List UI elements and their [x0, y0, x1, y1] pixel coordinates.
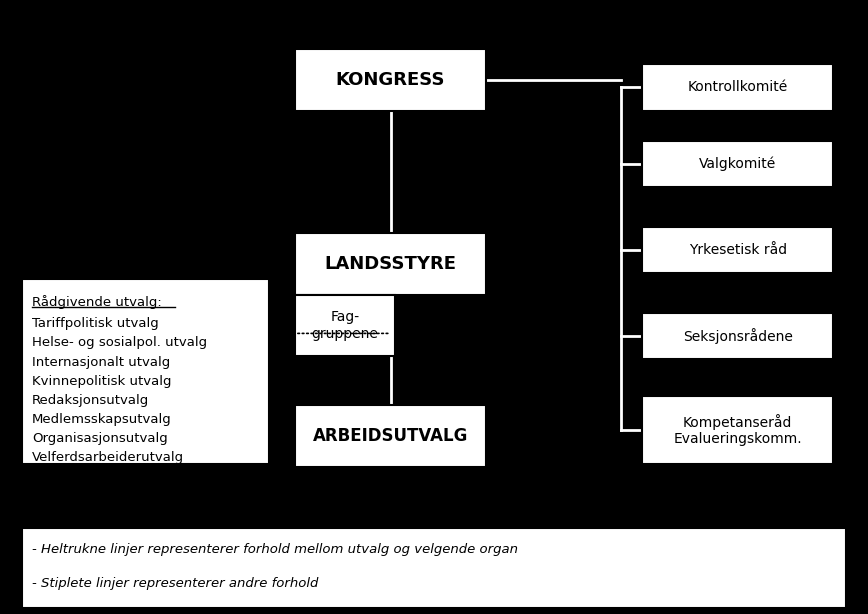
FancyBboxPatch shape: [295, 233, 486, 295]
Text: LANDSSTYRE: LANDSSTYRE: [325, 255, 457, 273]
Text: Helse- og sosialpol. utvalg: Helse- og sosialpol. utvalg: [32, 336, 207, 349]
Text: Organisasjonsutvalg: Organisasjonsutvalg: [32, 432, 168, 445]
Text: Kontrollkomité: Kontrollkomité: [687, 80, 788, 95]
Text: Seksjonsrådene: Seksjonsrådene: [683, 328, 792, 344]
Text: Valgkomité: Valgkomité: [700, 157, 776, 171]
FancyBboxPatch shape: [295, 295, 395, 356]
FancyBboxPatch shape: [642, 141, 833, 187]
Text: Velferdsarbeiderutvalg: Velferdsarbeiderutvalg: [32, 451, 184, 464]
Text: - Heltrukne linjer representerer forhold mellom utvalg og velgende organ: - Heltrukne linjer representerer forhold…: [32, 543, 518, 556]
FancyBboxPatch shape: [642, 313, 833, 359]
FancyBboxPatch shape: [295, 405, 486, 467]
FancyBboxPatch shape: [22, 528, 846, 608]
Text: - Stiplete linjer representerer andre forhold: - Stiplete linjer representerer andre fo…: [32, 577, 319, 590]
Text: ARBEIDSUTVALG: ARBEIDSUTVALG: [312, 427, 469, 445]
FancyBboxPatch shape: [642, 396, 833, 464]
Text: Tariffpolitisk utvalg: Tariffpolitisk utvalg: [32, 317, 159, 330]
Text: Kvinnepolitisk utvalg: Kvinnepolitisk utvalg: [32, 375, 172, 387]
FancyBboxPatch shape: [22, 279, 269, 464]
Text: Redaksjonsutvalg: Redaksjonsutvalg: [32, 394, 149, 406]
Text: Fag-
gruppene: Fag- gruppene: [312, 310, 378, 341]
Text: Yrkesetisk råd: Yrkesetisk råd: [688, 243, 787, 257]
FancyBboxPatch shape: [642, 227, 833, 273]
FancyBboxPatch shape: [642, 64, 833, 111]
Text: Kompetanseråd
Evalueringskomm.: Kompetanseråd Evalueringskomm.: [674, 414, 802, 446]
Text: Medlemsskapsutvalg: Medlemsskapsutvalg: [32, 413, 172, 426]
Text: KONGRESS: KONGRESS: [336, 71, 445, 89]
FancyBboxPatch shape: [295, 49, 486, 111]
Text: Internasjonalt utvalg: Internasjonalt utvalg: [32, 356, 170, 368]
Text: Rådgivende utvalg:: Rådgivende utvalg:: [32, 295, 161, 309]
